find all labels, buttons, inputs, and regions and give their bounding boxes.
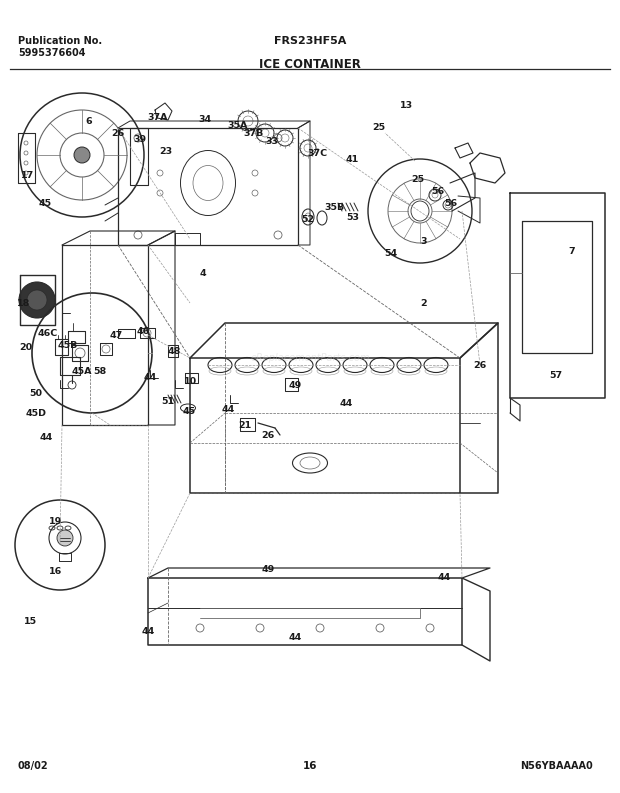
Text: 51: 51 [161, 396, 175, 405]
Text: 15: 15 [24, 616, 37, 626]
Text: 08/02: 08/02 [18, 761, 48, 771]
Text: 50: 50 [30, 389, 43, 397]
Text: 37C: 37C [307, 148, 327, 158]
Text: 45B: 45B [58, 340, 78, 350]
Text: 21: 21 [238, 420, 252, 430]
Text: 45: 45 [38, 198, 51, 208]
Text: 5995376604: 5995376604 [18, 48, 86, 58]
Text: 13: 13 [399, 101, 412, 109]
Text: 46C: 46C [38, 330, 58, 339]
Text: 7: 7 [569, 247, 575, 255]
Text: 35A: 35A [228, 121, 248, 131]
Text: 48: 48 [167, 347, 180, 357]
Text: 44: 44 [221, 404, 234, 413]
Text: 46: 46 [136, 328, 149, 336]
Text: 16: 16 [303, 761, 317, 771]
Text: 53: 53 [347, 213, 360, 221]
Text: 20: 20 [19, 343, 33, 353]
Text: 4: 4 [200, 270, 206, 278]
Circle shape [74, 147, 90, 163]
Text: 45: 45 [182, 408, 195, 416]
Text: N56YBAAAA0: N56YBAAAA0 [520, 761, 593, 771]
Text: 41: 41 [345, 155, 358, 164]
Text: 26: 26 [112, 128, 125, 137]
Text: 45D: 45D [25, 408, 46, 417]
Text: 26: 26 [262, 431, 275, 439]
Text: 19: 19 [50, 516, 63, 526]
Text: 16: 16 [50, 566, 63, 576]
Text: 57: 57 [549, 370, 562, 380]
Text: 2: 2 [421, 298, 427, 308]
Text: 56: 56 [445, 198, 458, 208]
Text: 49: 49 [262, 565, 275, 573]
Text: 3: 3 [421, 236, 427, 246]
Text: 34: 34 [198, 116, 211, 125]
Text: 49: 49 [288, 381, 301, 389]
Text: FRS23HF5A: FRS23HF5A [274, 36, 346, 46]
Text: ICE CONTAINER: ICE CONTAINER [259, 58, 361, 71]
Text: Publication No.: Publication No. [18, 36, 102, 46]
Text: 10: 10 [184, 377, 197, 385]
Text: 58: 58 [94, 367, 107, 377]
Text: 26: 26 [474, 361, 487, 370]
Text: 37B: 37B [244, 129, 264, 139]
Text: 25: 25 [373, 124, 386, 132]
Text: 56: 56 [432, 187, 445, 197]
Text: 44: 44 [437, 573, 451, 583]
Text: 6: 6 [86, 117, 92, 125]
Circle shape [27, 290, 47, 310]
Circle shape [19, 282, 55, 318]
Text: 44: 44 [40, 434, 53, 442]
Text: 17: 17 [21, 170, 35, 179]
Text: 18: 18 [17, 298, 30, 308]
Text: eReplacementParts.com: eReplacementParts.com [250, 353, 370, 363]
Text: 44: 44 [288, 634, 301, 642]
Text: 54: 54 [384, 248, 397, 258]
Circle shape [57, 530, 73, 546]
Text: 39: 39 [133, 135, 146, 144]
Text: 25: 25 [412, 174, 425, 183]
Text: 52: 52 [301, 214, 314, 224]
Text: 45A: 45A [72, 366, 92, 376]
Text: 44: 44 [141, 626, 154, 635]
Text: 44: 44 [339, 399, 353, 408]
Text: 37A: 37A [148, 113, 168, 121]
Text: 23: 23 [159, 147, 172, 155]
Text: 47: 47 [109, 331, 123, 339]
Text: 44: 44 [143, 374, 157, 382]
Text: 33: 33 [265, 137, 278, 147]
Text: 35B: 35B [324, 204, 344, 213]
